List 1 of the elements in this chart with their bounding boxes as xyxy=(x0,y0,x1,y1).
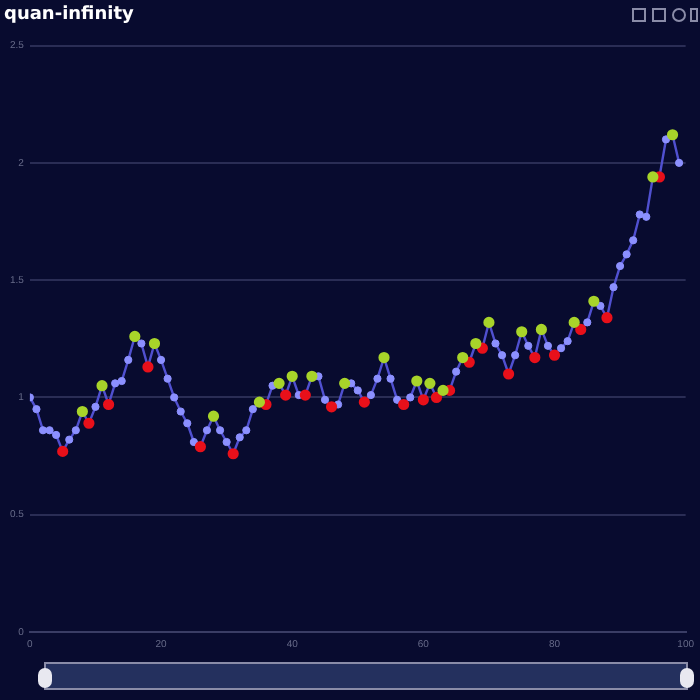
chart-title: quan-infinity xyxy=(4,5,135,26)
